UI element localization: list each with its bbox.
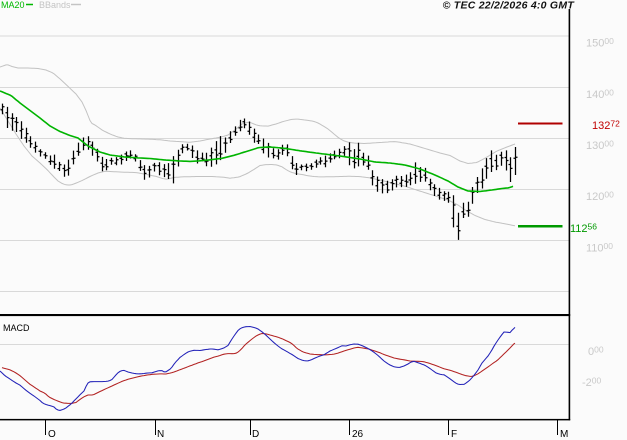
svg-text:MACD: MACD <box>3 323 30 333</box>
svg-text:M: M <box>560 429 568 440</box>
svg-text:F: F <box>451 429 457 440</box>
svg-text:BBands: BBands <box>39 0 71 10</box>
svg-text:26: 26 <box>352 429 364 440</box>
svg-text:MA20: MA20 <box>1 0 25 10</box>
svg-text:N: N <box>157 429 164 440</box>
svg-text:O: O <box>48 429 56 440</box>
svg-text:© TEC 22/2/2026 4:0 GMT: © TEC 22/2/2026 4:0 GMT <box>443 0 576 12</box>
svg-text:D: D <box>252 429 259 440</box>
